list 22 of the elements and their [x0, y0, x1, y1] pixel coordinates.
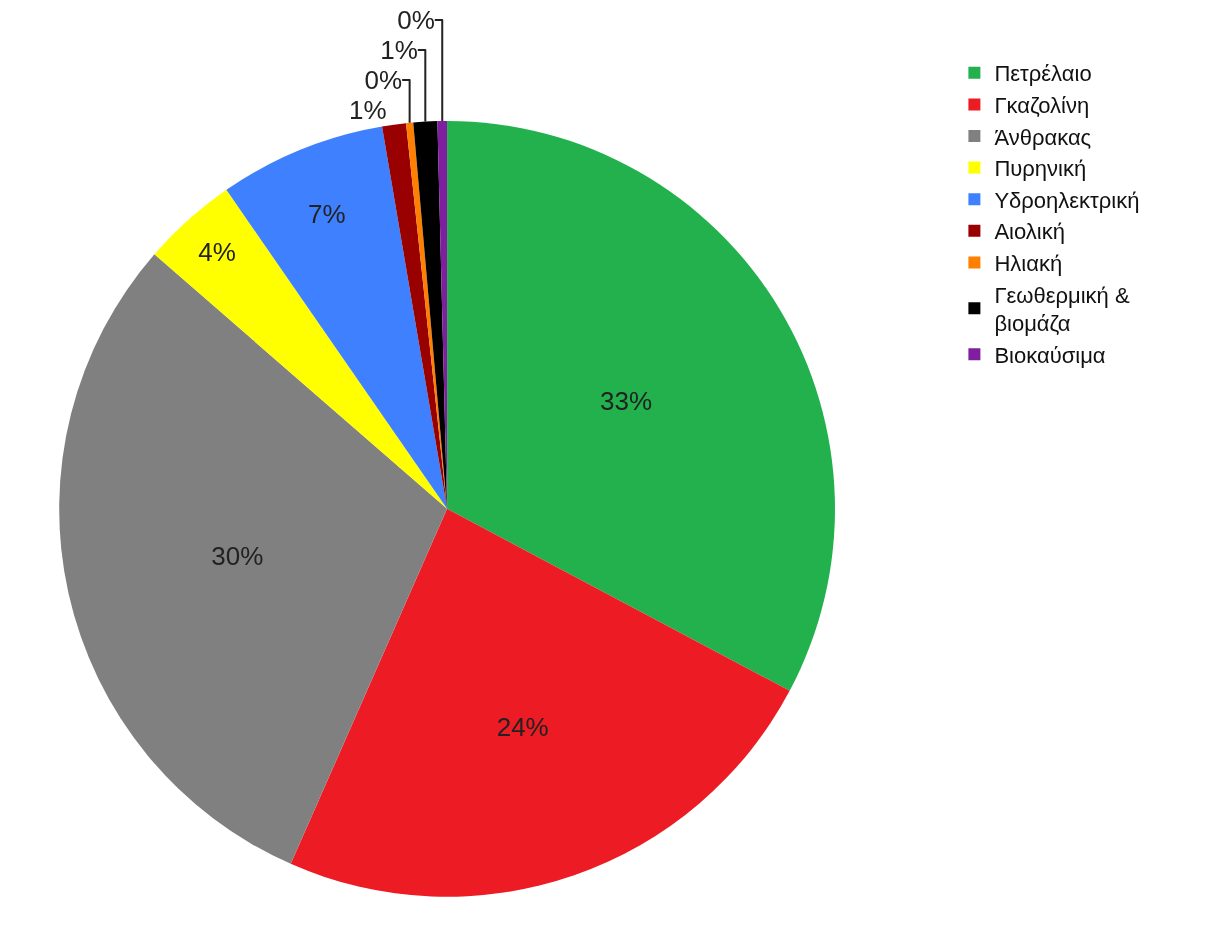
legend-label: Πυρηνική [994, 156, 1087, 182]
data-label: 0% [364, 64, 403, 95]
pie-slice [154, 189, 448, 509]
pie-slice [290, 508, 790, 897]
data-label: 1% [380, 34, 418, 65]
data-label: 4% [198, 236, 236, 267]
legend-label: Άνθρακας [994, 124, 1092, 150]
legend-label: Πετρέλαιο [994, 61, 1092, 87]
data-label: 24% [496, 711, 549, 742]
legend-label: Γεωθερμική & βιομάζα [994, 282, 1130, 337]
data-label: 0% [397, 4, 435, 35]
data-label: 1% [348, 94, 387, 125]
legend-label: Ηλιακή [994, 250, 1063, 276]
legend-label: Υδροηλεκτρική [994, 187, 1140, 213]
data-label: 7% [308, 198, 346, 229]
pie-slice [382, 123, 448, 509]
legend-label: Βιοκαύσιμα [994, 342, 1106, 368]
legend-label: Αιολική [994, 219, 1065, 245]
pie-slice [447, 120, 835, 691]
legend-label: Γκαζολίνη [994, 92, 1090, 118]
data-label: 33% [600, 386, 653, 417]
data-label: 30% [211, 540, 264, 571]
